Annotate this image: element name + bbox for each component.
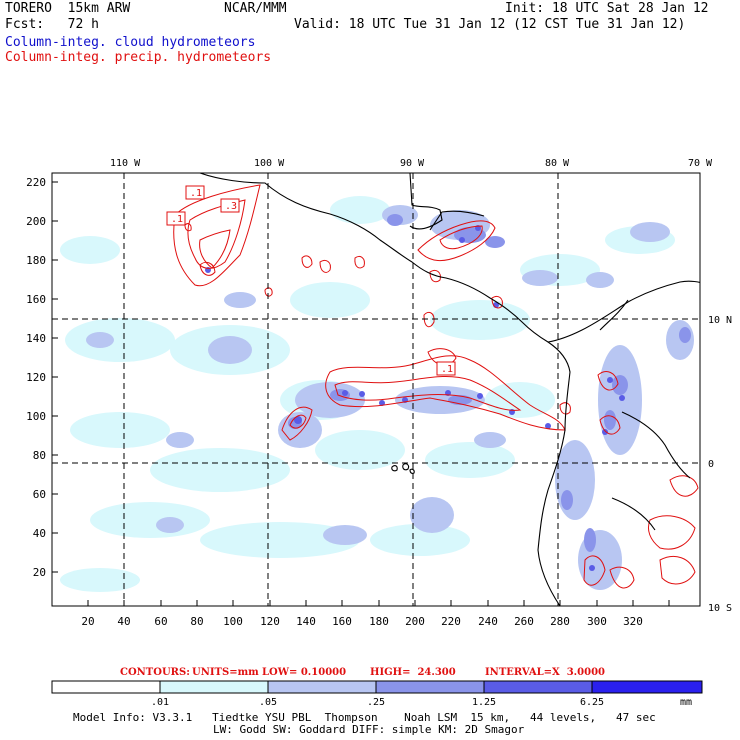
x-tick-label: 240 — [478, 615, 498, 628]
contours-interval: INTERVAL=X 3.0000 — [485, 667, 605, 678]
colorbar — [51, 680, 703, 694]
colorbar-units: mm — [680, 697, 692, 708]
y-tick-label: 60 — [33, 488, 46, 501]
contour-label: .3 — [225, 201, 237, 212]
init-time: Init: 18 UTC Sat 28 Jan 12 — [505, 1, 709, 16]
x-tick-label: 280 — [550, 615, 570, 628]
y-tick-label: 80 — [33, 449, 46, 462]
lat-label-10s: 10 S — [708, 603, 732, 614]
contours-label: CONTOURS: — [120, 667, 190, 678]
coastlines — [199, 173, 700, 606]
colorbar-label: 1.25 — [472, 697, 496, 708]
lat-label-0: 0 — [708, 459, 714, 470]
graticule — [52, 173, 700, 606]
x-tick-label: 20 — [81, 615, 94, 628]
colorbar-segment — [159, 680, 269, 694]
colorbar-segment — [591, 680, 703, 694]
colorbar-segment — [375, 680, 485, 694]
y-tick-label: 100 — [26, 410, 46, 423]
y-tick-label: 120 — [26, 371, 46, 384]
contour-label: .1 — [171, 214, 183, 225]
y-tick-label: 180 — [26, 254, 46, 267]
lon-label-110w: 110 W — [110, 158, 141, 169]
model-name: TORERO 15km ARW — [5, 1, 131, 16]
x-tick-label: 220 — [441, 615, 461, 628]
contours-units: UNITS=mm — [192, 667, 259, 678]
model-info-line2: LW: Godd SW: Goddard DIFF: simple KM: 2D… — [213, 723, 525, 736]
x-tick-label: 100 — [223, 615, 243, 628]
lat-label-10n: 10 N — [708, 315, 732, 326]
y-tick-label: 140 — [26, 332, 46, 345]
y-tick-label: 200 — [26, 215, 46, 228]
y-tick-label: 220 — [26, 176, 46, 189]
contour-label: .1 — [190, 188, 202, 199]
colorbar-segment — [483, 680, 593, 694]
colorbar-label: .25 — [367, 697, 385, 708]
x-tick-label: 120 — [260, 615, 280, 628]
x-tick-label: 300 — [587, 615, 607, 628]
contour-label-boxes — [166, 185, 456, 376]
contours-low: LOW= 0.10000 — [262, 667, 347, 678]
colorbar-label: 6.25 — [580, 697, 604, 708]
colorbar-label: .01 — [151, 697, 169, 708]
contour-label: .1 — [441, 364, 453, 375]
lon-label-70w: 70 W — [688, 158, 713, 169]
plot-frame — [51, 172, 701, 607]
lon-label-100w: 100 W — [254, 158, 285, 169]
x-tick-label: 260 — [514, 615, 534, 628]
x-tick-label: 60 — [154, 615, 167, 628]
lon-label-80w: 80 W — [545, 158, 570, 169]
x-tick-label: 80 — [190, 615, 203, 628]
field-precip-title: Column-integ. precip. hydrometeors — [5, 50, 272, 65]
x-tick-label: 140 — [296, 615, 316, 628]
axis-ticks — [52, 181, 670, 606]
y-tick-label: 160 — [26, 293, 46, 306]
x-tick-label: 160 — [332, 615, 352, 628]
x-tick-label: 40 — [117, 615, 130, 628]
valid-time: Valid: 18 UTC Tue 31 Jan 12 (12 CST Tue … — [294, 17, 686, 32]
colorbar-segment — [51, 680, 161, 694]
lon-label-90w: 90 W — [400, 158, 425, 169]
field-cloud-title: Column-integ. cloud hydrometeors — [5, 35, 256, 50]
y-tick-label: 40 — [33, 527, 46, 540]
hydrometeor-field — [60, 196, 694, 592]
x-tick-label: 320 — [623, 615, 643, 628]
contours-high: HIGH= 24.300 — [370, 667, 456, 678]
model-info-line1: Model Info: V3.3.1 Tiedtke YSU PBL Thomp… — [73, 711, 656, 724]
forecast-hour: Fcst: 72 h — [5, 17, 99, 32]
organization: NCAR/MMM — [224, 1, 287, 16]
colorbar-segment — [267, 680, 377, 694]
x-tick-label: 200 — [405, 615, 425, 628]
y-tick-label: 20 — [33, 566, 46, 579]
x-tick-label: 180 — [369, 615, 389, 628]
colorbar-label: .05 — [259, 697, 277, 708]
